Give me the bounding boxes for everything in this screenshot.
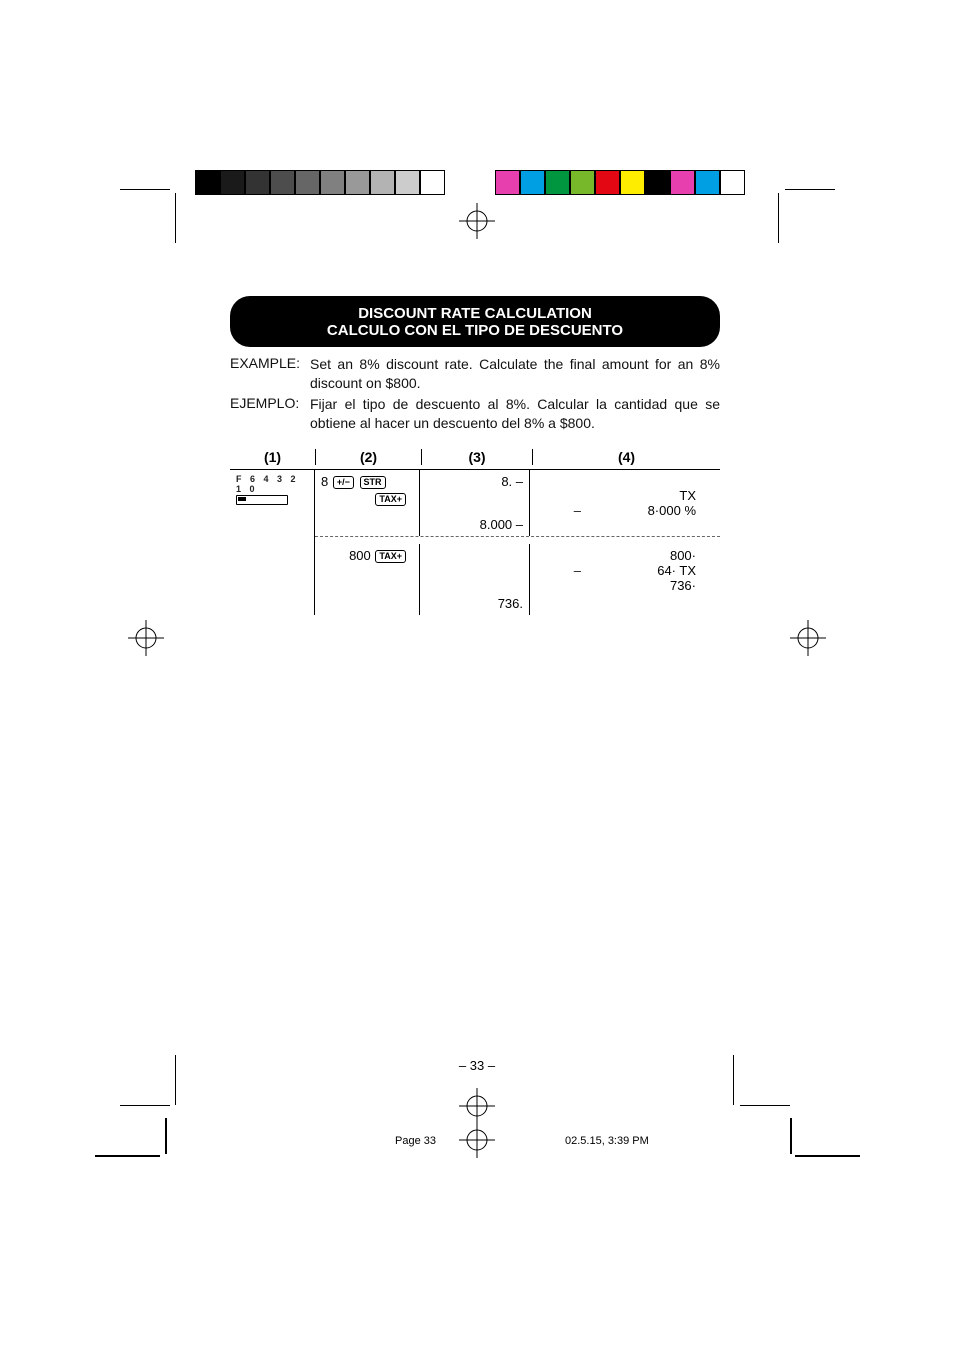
swatch — [245, 170, 270, 195]
disp-line2: 8.000 – — [426, 517, 523, 532]
swatch — [520, 170, 545, 195]
print-sign-2: – — [536, 503, 585, 518]
swatch — [720, 170, 745, 195]
example-row-es: EJEMPLO: Fijar el tipo de descuento al 8… — [230, 395, 720, 433]
example-block: EXAMPLE: Set an 8% discount rate. Calcul… — [230, 355, 720, 435]
swatch — [395, 170, 420, 195]
header-4: (4) — [533, 449, 720, 465]
cell-print-top: TX –8·000 % — [530, 470, 720, 536]
cell-selector-empty — [230, 544, 315, 615]
disp-line-bot: 736. — [426, 596, 523, 611]
print-val-1: TX — [585, 488, 714, 503]
selector-label: F 6 4 3 2 1 0 — [236, 474, 308, 494]
registration-mark-top — [459, 203, 495, 239]
selector-slider — [236, 495, 288, 505]
cell-display-top: 8. – 8.000 – — [420, 470, 530, 536]
footer-pagenum: Page 33 — [395, 1135, 436, 1147]
swatch — [695, 170, 720, 195]
crop-mark-obl-v — [165, 1118, 167, 1154]
print-val-2: 8·000 % — [585, 503, 714, 518]
crop-mark-bl-v — [175, 1055, 176, 1105]
swatch — [320, 170, 345, 195]
swatch — [570, 170, 595, 195]
header-1: (1) — [230, 449, 316, 465]
crop-mark-tr-h — [785, 189, 835, 190]
footer-timestamp: 02.5.15, 3:39 PM — [565, 1135, 649, 1147]
section-title: DISCOUNT RATE CALCULATION CALCULO CON EL… — [230, 296, 720, 347]
swatch — [345, 170, 370, 195]
table-separator — [230, 536, 720, 544]
key-plusminus: +/− — [333, 476, 354, 489]
dashed-separator — [315, 536, 720, 537]
print-sign-1 — [536, 488, 585, 503]
cell-selector: F 6 4 3 2 1 0 — [230, 470, 315, 536]
page-number: – 33 – — [0, 1058, 954, 1073]
swatch — [545, 170, 570, 195]
print-val-b3: 736· — [585, 578, 714, 593]
swatch — [370, 170, 395, 195]
swatch — [645, 170, 670, 195]
crop-mark-br-h — [740, 1105, 790, 1106]
table-header-row: (1) (2) (3) (4) — [230, 445, 720, 470]
swatch — [670, 170, 695, 195]
registration-mark-left — [128, 620, 164, 656]
swatch — [220, 170, 245, 195]
crop-mark-obl-h — [95, 1155, 160, 1157]
swatch — [495, 170, 520, 195]
page: DISCOUNT RATE CALCULATION CALCULO CON EL… — [0, 0, 954, 1351]
title-line2: CALCULO CON EL TIPO DE DESCUENTO — [230, 322, 720, 339]
header-3: (3) — [422, 449, 533, 465]
title-line1: DISCOUNT RATE CALCULATION — [230, 305, 720, 322]
crop-mark-br-v — [733, 1055, 734, 1105]
example-label-en: EXAMPLE: — [230, 355, 310, 393]
header-2: (2) — [316, 449, 422, 465]
cell-keys-top: 8 +/− STR TAX+ — [315, 470, 420, 536]
example-text-es: Fijar el tipo de descuento al 8%. Calcul… — [310, 395, 720, 433]
key-str: STR — [360, 476, 386, 489]
entry-8: 8 — [321, 474, 328, 489]
crop-mark-obr-v — [790, 1118, 792, 1154]
calculation-table: (1) (2) (3) (4) F 6 4 3 2 1 0 8 +/− STR — [230, 445, 720, 615]
print-sign-b3 — [536, 578, 585, 593]
registration-mark-right — [790, 620, 826, 656]
colorbar-grayscale — [195, 170, 445, 195]
example-row-en: EXAMPLE: Set an 8% discount rate. Calcul… — [230, 355, 720, 393]
disp-line1: 8. – — [426, 474, 523, 489]
print-val-b1: 800· — [585, 548, 714, 563]
table-row-bottom: 800 TAX+ 736. 800· –64· TX 736· — [230, 544, 720, 615]
print-sign-b1 — [536, 548, 585, 563]
crop-mark-tl-h — [120, 189, 170, 190]
cell-keys-bot: 800 TAX+ — [315, 544, 420, 615]
crop-mark-obr-h — [795, 1155, 860, 1157]
table-row-top: F 6 4 3 2 1 0 8 +/− STR TAX+ 8. – 8.000 … — [230, 470, 720, 536]
example-text-en: Set an 8% discount rate. Calculate the f… — [310, 355, 720, 393]
print-sign-b2: – — [536, 563, 585, 578]
colorbar-color — [495, 170, 745, 195]
key-taxplus-2: TAX+ — [375, 550, 406, 563]
swatch — [420, 170, 445, 195]
swatch — [270, 170, 295, 195]
swatch — [195, 170, 220, 195]
swatch — [295, 170, 320, 195]
print-val-b2: 64· TX — [585, 563, 714, 578]
example-label-es: EJEMPLO: — [230, 395, 310, 433]
crop-mark-bl-h — [120, 1105, 170, 1106]
registration-mark-bottom — [459, 1088, 495, 1124]
selector-knob — [238, 497, 246, 501]
crop-mark-tl-v — [175, 193, 176, 243]
swatch — [620, 170, 645, 195]
swatch — [595, 170, 620, 195]
key-taxplus: TAX+ — [375, 493, 406, 506]
crop-mark-tr-v — [778, 193, 779, 243]
entry-800: 800 — [349, 548, 371, 563]
cell-display-bot: 736. — [420, 544, 530, 615]
registration-mark-footer — [459, 1122, 495, 1158]
cell-print-bot: 800· –64· TX 736· — [530, 544, 720, 615]
